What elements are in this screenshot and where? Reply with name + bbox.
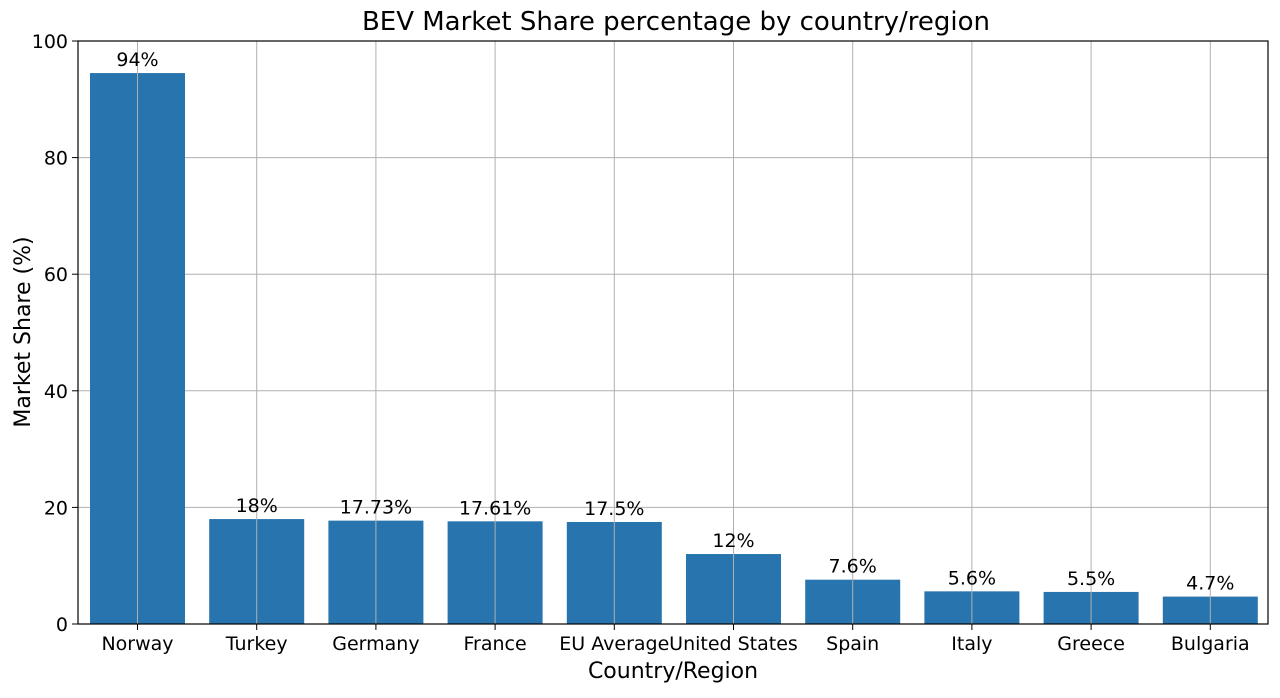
x-tick-label: France <box>464 633 527 655</box>
vertical-grid-layer <box>137 41 1211 624</box>
data-label: 5.6% <box>948 567 996 589</box>
y-tick-label: 60 <box>44 264 68 286</box>
data-label: 5.5% <box>1067 568 1115 590</box>
data-label: 94% <box>116 49 158 71</box>
y-axis-label: Market Share (%) <box>11 236 36 427</box>
x-tick-label: United States <box>669 633 798 655</box>
x-tick-label: Greece <box>1057 633 1125 655</box>
x-tick-label: Spain <box>826 633 879 655</box>
bars-layer <box>90 73 1258 624</box>
x-tick-label: Germany <box>332 633 419 655</box>
y-tick-label: 40 <box>44 381 68 403</box>
y-tick-label: 80 <box>44 148 68 170</box>
plot-frame <box>77 40 1269 625</box>
y-tick-label: 0 <box>56 614 68 636</box>
y-tick-label: 20 <box>44 497 68 519</box>
data-label: 7.6% <box>829 556 877 578</box>
x-tick-label: Italy <box>951 633 992 655</box>
x-tick-label: EU Average <box>559 633 669 655</box>
data-label: 18% <box>236 495 278 517</box>
y-ticks-layer: 0 20 40 60 80 100 <box>32 31 78 636</box>
y-tick-label: 100 <box>32 31 68 53</box>
x-tick-label: Turkey <box>225 633 288 655</box>
data-label: 17.5% <box>584 498 644 520</box>
data-label: 4.7% <box>1186 573 1234 595</box>
x-ticks-layer: Norway Turkey Germany France EU Average Unite… <box>101 624 1250 655</box>
data-label: 17.61% <box>459 497 531 519</box>
data-label: 17.73% <box>340 497 412 519</box>
x-axis-label: Country/Region <box>588 659 758 684</box>
chart-title: BEV Market Share percentage by country/r… <box>362 7 990 37</box>
data-label: 12% <box>712 530 754 552</box>
x-tick-label: Norway <box>101 633 173 655</box>
x-tick-label: Bulgaria <box>1171 633 1250 655</box>
data-labels-layer: 94% 18% 17.73% 17.61% 17.5% 12% 7.6% 5.6% 5.5% 4.… <box>116 49 1234 595</box>
